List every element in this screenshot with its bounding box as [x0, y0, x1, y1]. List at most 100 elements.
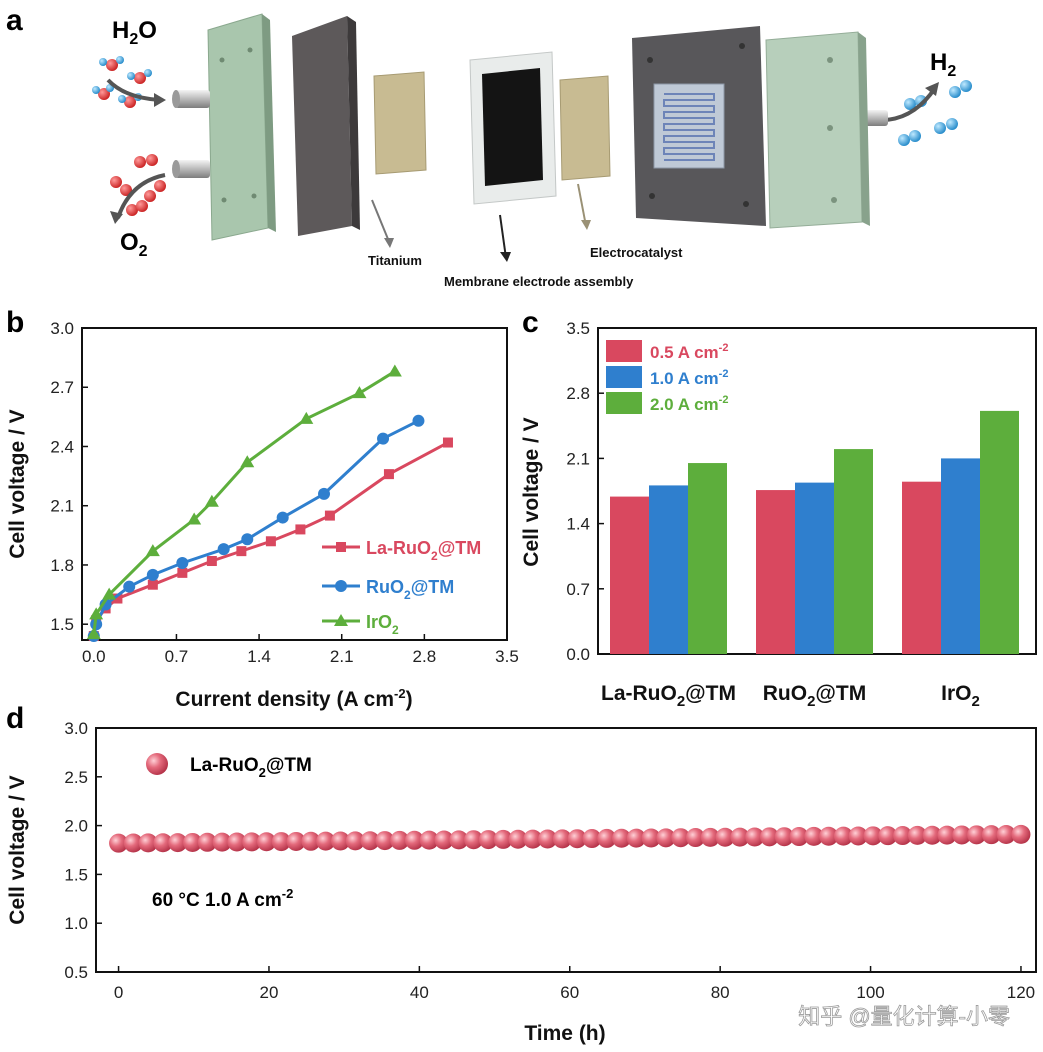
mea-callout: Membrane electrode assembly — [444, 274, 634, 289]
arrow-heads — [110, 82, 939, 224]
category-label-0-sub: 2 — [677, 693, 685, 710]
panel-b: b 0.0 0.7 1.4 2.1 2.8 3.5 1.5 1.8 2.1 2.4 2.7 3.0 C… — [6, 306, 519, 711]
data-point — [833, 826, 853, 846]
category-label-2-sub: 2 — [972, 693, 980, 710]
legend-0-label-sup: -2 — [719, 342, 729, 354]
legend-0-label-sub: 2 — [431, 549, 438, 563]
data-point — [345, 831, 365, 851]
outlet-pipe — [175, 160, 210, 178]
x-tick-label: 20 — [259, 983, 278, 1002]
data-point — [671, 828, 691, 848]
data-point — [893, 826, 913, 846]
series-2-point — [145, 544, 160, 557]
legend-1-label: RuO2@TM — [366, 577, 454, 602]
series-2-line — [92, 370, 396, 635]
chart-b-frame — [81, 327, 508, 641]
series-1-point — [99, 598, 112, 611]
legend-0-label-tail: @TM — [438, 538, 482, 558]
legend-1-label-sup: -2 — [719, 368, 729, 380]
series-0-point — [295, 524, 306, 535]
chart-c-legend: 0.5 A cm-21.0 A cm-22.0 A cm-2 — [606, 340, 728, 414]
data-point — [138, 833, 158, 853]
series-1-line — [92, 419, 420, 637]
legend-2-label-base: IrO — [366, 612, 392, 632]
y-tick-label: 1.0 — [64, 914, 88, 933]
y-tick-label: 3.0 — [64, 719, 88, 738]
data-point — [330, 831, 350, 851]
data-point — [967, 825, 987, 845]
legend-0-label-base: La-RuO — [366, 538, 431, 558]
series-1-point — [377, 432, 390, 445]
data-point — [641, 828, 661, 848]
x-tick-label: 3.5 — [495, 647, 519, 666]
series-2-point — [387, 364, 402, 377]
chart-b-series — [86, 364, 453, 643]
series-1-point — [123, 580, 136, 593]
y-tick-label: 1.4 — [566, 515, 590, 534]
chart-c-categories: La-RuO2@TM RuO2@TM IrO2 — [601, 682, 980, 710]
category-label-0: La-RuO2@TM — [601, 682, 736, 710]
y-tick-label: 2.0 — [64, 817, 88, 836]
h2-label: H2 — [930, 49, 956, 80]
legend-1-label-tail: @TM — [411, 577, 455, 597]
data-point — [759, 827, 779, 847]
series-0-point — [206, 556, 217, 567]
y-tick-label: 2.4 — [50, 437, 74, 456]
series-1-point — [412, 414, 425, 427]
cathode-flow-plate — [632, 26, 766, 226]
data-point — [981, 825, 1001, 845]
electrocatalyst-layer — [559, 75, 611, 181]
x-tick-label: 0.0 — [82, 647, 106, 666]
data-point — [404, 830, 424, 850]
panel-a: a H2O O2 H2 — [6, 4, 972, 289]
bar-1-0 — [756, 490, 795, 654]
x-tick-label: 0.7 — [165, 647, 189, 666]
x-tick-label: 80 — [711, 983, 730, 1002]
data-point — [123, 833, 143, 853]
data-point — [715, 827, 735, 847]
data-point — [878, 826, 898, 846]
category-label-1: RuO2@TM — [763, 682, 866, 710]
legend-2-marker — [334, 614, 348, 626]
data-point — [375, 831, 395, 851]
series-2-point — [89, 607, 104, 620]
bar-2-2 — [980, 410, 1019, 654]
data-point — [256, 832, 276, 852]
data-point — [848, 826, 868, 846]
data-point — [1011, 824, 1031, 844]
category-label-0-base: La-RuO — [601, 682, 677, 705]
data-point — [922, 825, 942, 845]
y-tick-label: 2.7 — [50, 378, 74, 397]
titanium-felt — [373, 71, 427, 175]
titanium-callout: Titanium — [368, 253, 422, 268]
chart-c-ylabel: Cell voltage / V — [520, 417, 543, 566]
bar-0-0 — [610, 496, 649, 654]
chart-d-legend-label: La-RuO2@TM — [190, 755, 312, 780]
legend-2-label-base: 2.0 A cm — [650, 395, 719, 414]
membrane-electrode-assembly — [469, 51, 557, 205]
legend-1-label-base: 1.0 A cm — [650, 369, 719, 388]
water-molecules — [92, 56, 152, 108]
category-label-2: IrO2 — [941, 682, 980, 710]
category-label-1-tail: @TM — [815, 682, 866, 705]
y-tick-label: 0.7 — [566, 580, 590, 599]
panel-b-label: b — [6, 306, 24, 339]
data-point — [952, 825, 972, 845]
panel-d-label: d — [6, 702, 24, 735]
series-0-point — [177, 567, 188, 578]
bar-2-1 — [941, 458, 980, 654]
data-point — [286, 831, 306, 851]
x-tick-label: 2.1 — [330, 647, 354, 666]
data-point — [700, 827, 720, 847]
x-tick-label: 100 — [856, 983, 884, 1002]
series-0-point — [112, 593, 123, 604]
data-point — [301, 831, 321, 851]
y-tick-label: 0.0 — [566, 645, 590, 664]
x-tick-label: 0 — [114, 983, 123, 1002]
series-2-point — [204, 494, 219, 507]
y-tick-label: 1.5 — [50, 615, 74, 634]
legend-1-label: 1.0 A cm-2 — [650, 368, 728, 388]
data-point — [508, 829, 528, 849]
